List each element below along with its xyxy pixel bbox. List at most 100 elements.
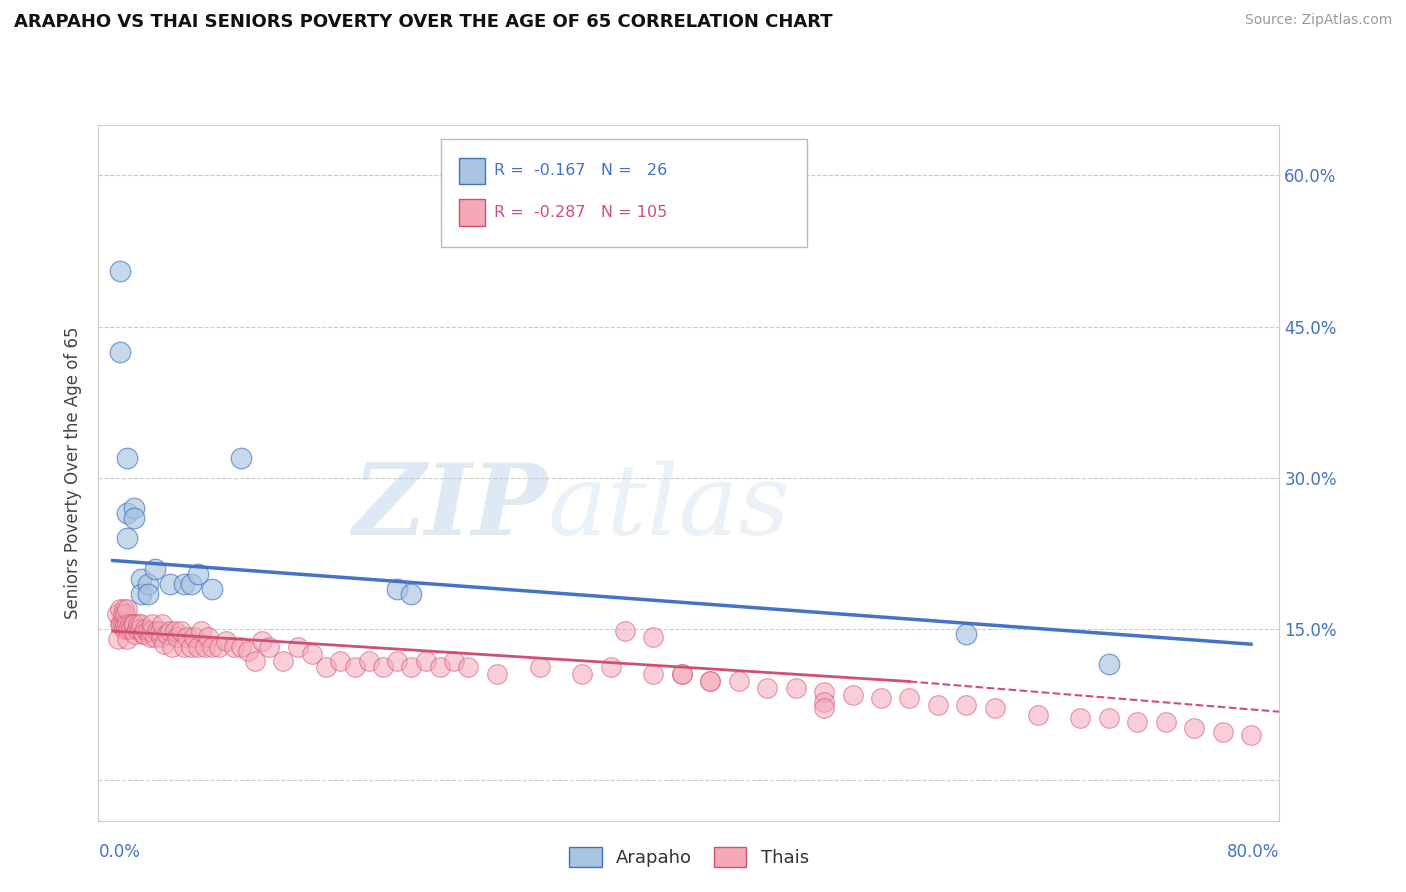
Point: [180, 640, 202, 655]
Point: [129, 587, 152, 601]
Point: [257, 640, 280, 655]
Point: [813, 684, 835, 698]
Point: [105, 607, 128, 621]
Point: [756, 681, 779, 695]
Point: [870, 690, 893, 705]
Point: [401, 587, 423, 601]
Point: [125, 622, 148, 636]
Bar: [458, 199, 485, 226]
Point: [571, 667, 593, 681]
Point: [273, 654, 295, 668]
Point: [159, 624, 181, 638]
Point: [145, 624, 167, 638]
Point: [138, 630, 160, 644]
Point: [166, 630, 188, 644]
Point: [108, 617, 131, 632]
Point: [1126, 714, 1149, 729]
Point: [115, 602, 138, 616]
Point: [127, 617, 149, 632]
Point: [120, 622, 142, 636]
Point: [613, 624, 636, 638]
Point: [173, 640, 195, 655]
Point: [180, 576, 202, 591]
Point: [429, 660, 451, 674]
Point: [643, 667, 665, 681]
Point: [287, 640, 309, 655]
Point: [1182, 721, 1205, 735]
Point: [236, 644, 259, 658]
Point: [201, 640, 224, 655]
Point: [1069, 711, 1091, 725]
Point: [457, 660, 479, 674]
Text: ARAPAHO VS THAI SENIORS POVERTY OVER THE AGE OF 65 CORRELATION CHART: ARAPAHO VS THAI SENIORS POVERTY OVER THE…: [14, 13, 832, 31]
Point: [173, 576, 195, 591]
Point: [114, 617, 136, 632]
Point: [159, 576, 181, 591]
Point: [201, 582, 224, 596]
Point: [229, 450, 252, 465]
Point: [443, 654, 465, 668]
Point: [110, 617, 132, 632]
Point: [152, 617, 174, 632]
Point: [250, 634, 273, 648]
Point: [1154, 714, 1177, 729]
Point: [136, 576, 159, 591]
Point: [671, 667, 693, 681]
Point: [111, 617, 134, 632]
Y-axis label: Seniors Poverty Over the Age of 65: Seniors Poverty Over the Age of 65: [65, 326, 83, 619]
Point: [122, 617, 145, 632]
Point: [187, 566, 209, 581]
Point: [187, 640, 209, 655]
Point: [183, 630, 205, 644]
Point: [1240, 728, 1263, 742]
Point: [112, 602, 135, 616]
Point: [121, 617, 143, 632]
Bar: [458, 158, 485, 184]
Point: [329, 654, 352, 668]
Point: [115, 531, 138, 545]
Point: [599, 660, 621, 674]
Point: [122, 511, 145, 525]
Point: [122, 501, 145, 516]
Point: [139, 624, 162, 638]
Point: [165, 624, 187, 638]
Point: [671, 667, 693, 681]
Point: [170, 624, 193, 638]
Point: [190, 624, 212, 638]
Point: [813, 700, 835, 714]
Point: [243, 654, 266, 668]
Point: [699, 674, 721, 689]
Point: [115, 450, 138, 465]
Point: [153, 637, 176, 651]
Point: [115, 506, 138, 520]
Point: [955, 627, 977, 641]
Point: [108, 344, 131, 359]
Point: [785, 681, 807, 695]
Point: [485, 667, 508, 681]
Point: [1098, 657, 1121, 672]
Point: [128, 622, 150, 636]
Point: [387, 654, 409, 668]
Point: [984, 700, 1007, 714]
Point: [111, 607, 134, 621]
Point: [143, 561, 166, 575]
Point: [129, 617, 152, 632]
Point: [194, 640, 217, 655]
Point: [115, 632, 138, 647]
Point: [136, 587, 159, 601]
Text: R =  -0.287   N = 105: R = -0.287 N = 105: [494, 205, 668, 220]
Point: [955, 698, 977, 712]
Point: [401, 660, 423, 674]
Point: [162, 640, 184, 655]
Text: 0.0%: 0.0%: [98, 843, 141, 861]
Point: [357, 654, 380, 668]
Point: [1026, 707, 1049, 722]
Point: [129, 572, 152, 586]
Point: [114, 607, 136, 621]
Point: [197, 630, 219, 644]
Point: [315, 660, 337, 674]
Point: [222, 640, 245, 655]
Point: [141, 617, 163, 632]
Point: [108, 602, 131, 616]
Point: [117, 622, 139, 636]
